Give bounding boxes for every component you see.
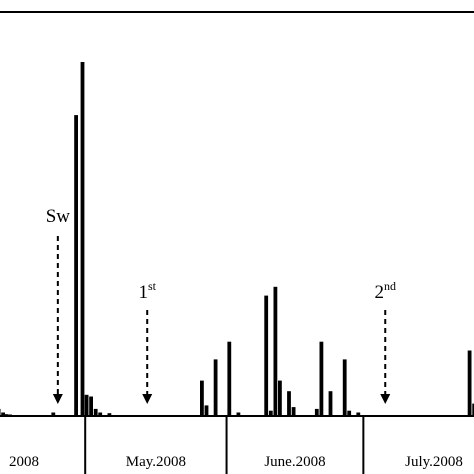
annotation-label-2: 2nd bbox=[374, 279, 396, 303]
bar-7 bbox=[80, 62, 85, 416]
month-label-3: July.2008 bbox=[405, 454, 463, 470]
month-label-1: May.2008 bbox=[126, 454, 186, 470]
bar-22 bbox=[287, 391, 291, 416]
annotation-arrowhead-2 bbox=[380, 394, 391, 404]
month-dividers bbox=[84, 416, 365, 474]
bar-8 bbox=[84, 394, 89, 416]
annotation-arrowhead-1 bbox=[142, 394, 153, 404]
bar-15 bbox=[213, 359, 218, 416]
month-label-2: June.2008 bbox=[264, 454, 325, 470]
bar-31 bbox=[472, 403, 474, 416]
bar-14 bbox=[204, 405, 209, 416]
bar-13 bbox=[200, 380, 204, 416]
bar-9 bbox=[89, 396, 93, 416]
annotation-arrowhead-0 bbox=[52, 394, 63, 404]
annotation-label-0: Sw bbox=[46, 206, 71, 227]
bar-10 bbox=[93, 408, 98, 416]
bar-6 bbox=[74, 115, 78, 416]
bar-23 bbox=[291, 407, 296, 416]
month-label-0: 2008 bbox=[9, 454, 39, 470]
bar-29 bbox=[356, 412, 361, 416]
bar-11 bbox=[98, 412, 103, 416]
bar-24 bbox=[314, 408, 319, 416]
bar-20 bbox=[273, 286, 278, 416]
bar-2 bbox=[1, 412, 5, 416]
bar-30 bbox=[467, 350, 472, 416]
bar-1 bbox=[0, 408, 1, 416]
bar-17 bbox=[236, 412, 241, 416]
annotation-label-1: 1st bbox=[138, 279, 156, 303]
bar-26 bbox=[328, 391, 333, 416]
month-labels-group: 2008 May.2008 June.2008 July.2008 bbox=[9, 454, 463, 470]
annotations-group: Sw 1st 2nd bbox=[46, 206, 396, 404]
bar-19 bbox=[268, 410, 273, 416]
bar-25 bbox=[319, 341, 324, 416]
bar-16 bbox=[227, 341, 232, 416]
bar-18 bbox=[264, 295, 269, 416]
bar-28 bbox=[347, 410, 352, 416]
bar-27 bbox=[342, 359, 347, 416]
bar-12 bbox=[107, 413, 112, 416]
bars-group bbox=[0, 62, 474, 416]
bar-21 bbox=[278, 380, 282, 416]
bar-5 bbox=[51, 412, 56, 416]
